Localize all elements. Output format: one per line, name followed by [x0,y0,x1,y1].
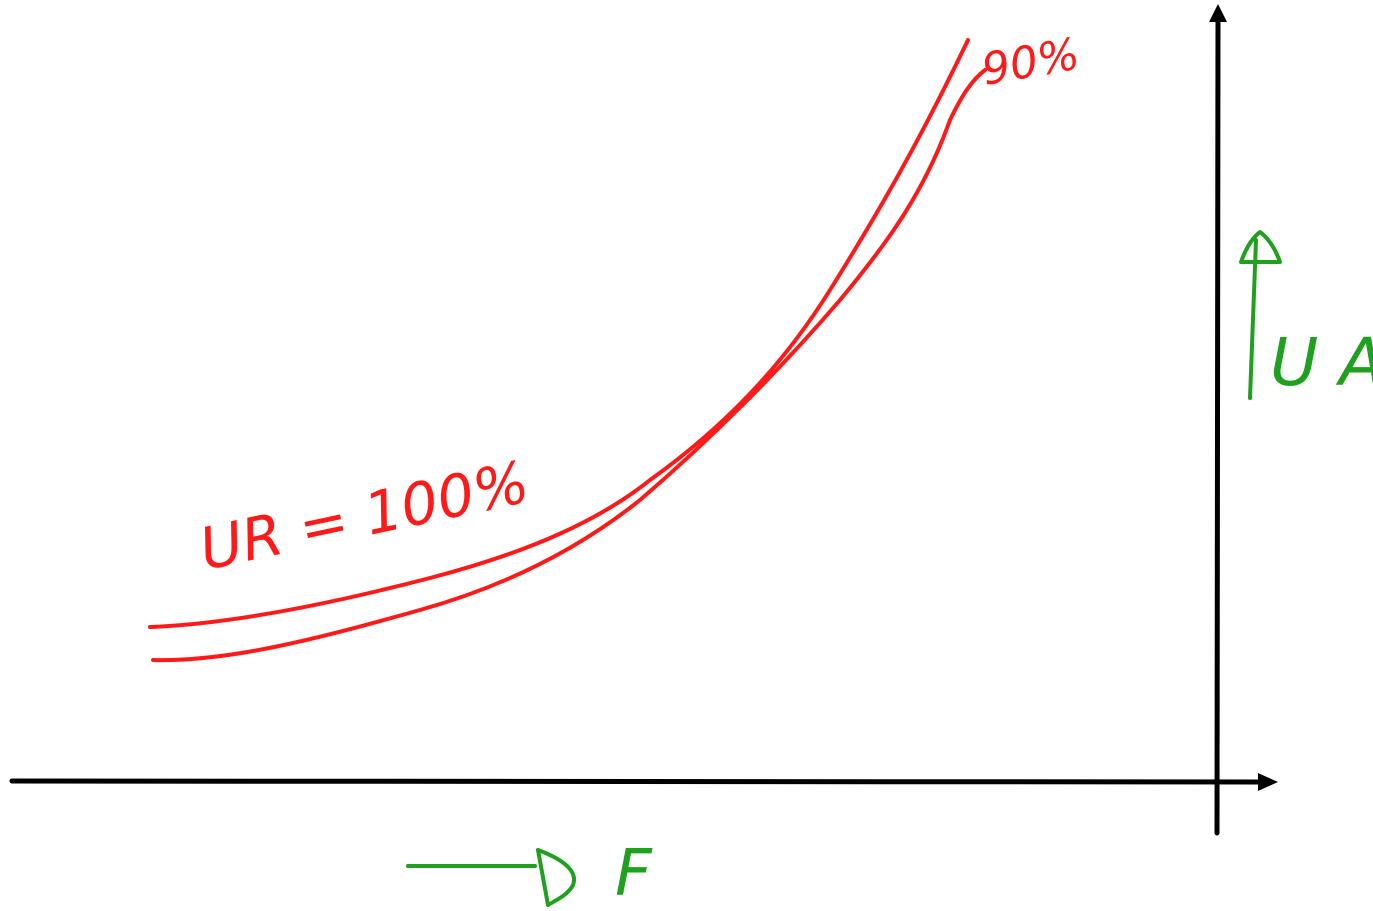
y-axis-arrowhead [1209,4,1227,22]
x-axis-arrowhead [1258,773,1278,791]
x-axis-label: F [615,837,653,911]
arrow-right-icon-head [536,848,577,907]
y-axis-line [1214,15,1221,836]
arrow-up-icon-head [1239,230,1282,264]
curve-ur-90 [151,68,987,663]
x-axis-line [9,778,1265,785]
x-direction-annotation [406,848,577,907]
curve-ur-100 [148,38,970,629]
y-direction-annotation [1239,230,1282,400]
curves [148,38,987,663]
y-axis-label: U A [1270,324,1373,401]
curve-lower-label: 90% [978,29,1083,96]
arrow-up-icon [1248,238,1258,400]
axes [9,4,1278,836]
